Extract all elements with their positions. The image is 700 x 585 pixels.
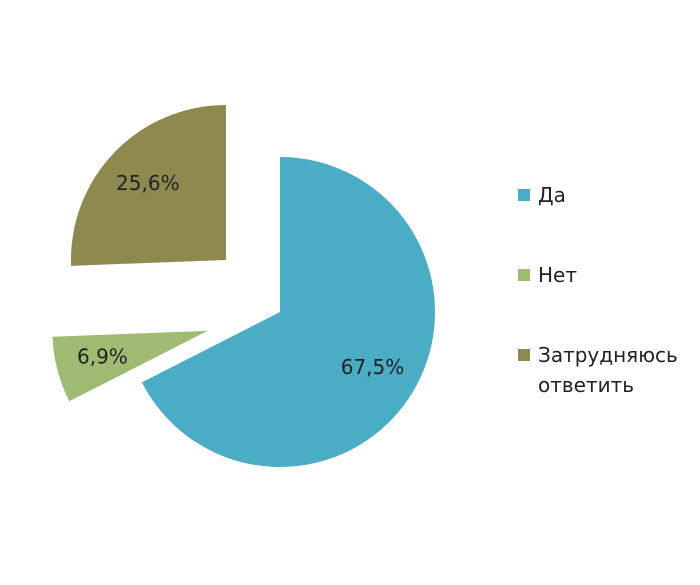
legend-item: Да <box>518 180 688 260</box>
data-label: 67,5% <box>341 355 405 379</box>
pie-slice <box>141 157 435 467</box>
legend-label: Нет <box>538 263 577 287</box>
legend: Да Нет Затрудняюсь ответить <box>518 180 688 420</box>
data-label: 6,9% <box>77 345 128 369</box>
legend-swatch <box>518 189 530 201</box>
pie-slice <box>70 104 226 266</box>
pie-slice <box>52 330 208 402</box>
legend-swatch <box>518 349 530 361</box>
legend-swatch <box>518 269 530 281</box>
data-label: 25,6% <box>116 171 180 195</box>
legend-label: Да <box>538 183 566 207</box>
legend-label: Затрудняюсь ответить <box>538 343 678 397</box>
legend-item: Нет <box>518 260 688 340</box>
legend-item: Затрудняюсь ответить <box>518 340 688 420</box>
